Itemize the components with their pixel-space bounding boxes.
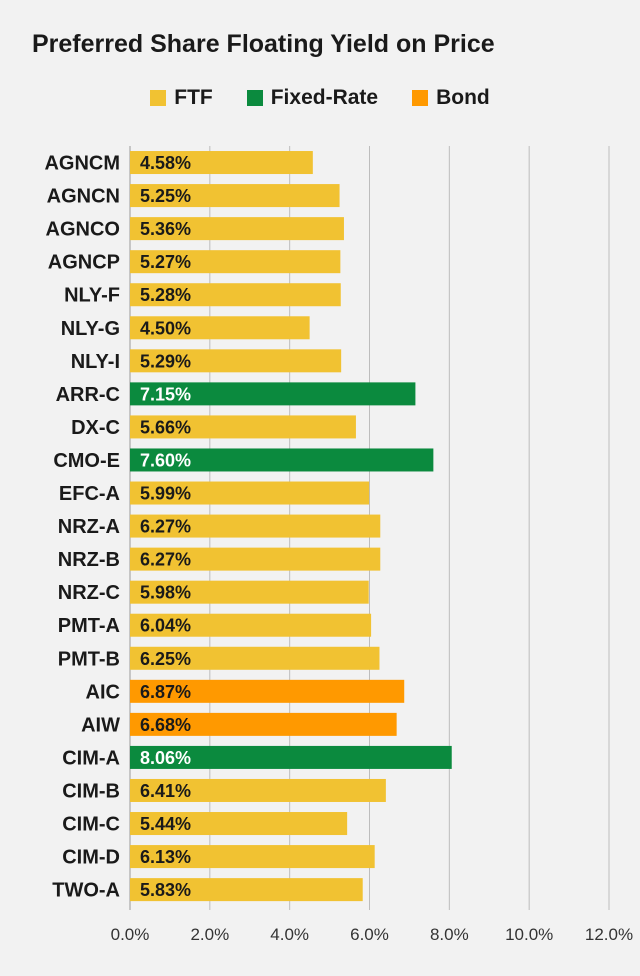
y-tick-label: DX-C (71, 417, 120, 439)
data-label: 5.25% (140, 186, 191, 206)
data-label: 5.98% (140, 583, 191, 603)
x-tick-label: 2.0% (190, 925, 229, 944)
bar-agncm (130, 151, 313, 175)
data-label: 8.06% (140, 748, 191, 768)
y-tick-label: PMT-A (58, 615, 120, 637)
bar-pmt-b (130, 646, 380, 670)
bar-nly-i (130, 349, 342, 373)
data-label: 6.04% (140, 616, 191, 636)
bar-arr-c (130, 382, 416, 406)
y-tick-label: CIM-C (62, 814, 120, 836)
bar-agnco (130, 217, 344, 241)
data-label: 5.28% (140, 285, 191, 305)
y-tick-label: NRZ-B (58, 549, 120, 571)
x-tick-label: 12.0% (585, 925, 633, 944)
y-tick-label: CIM-B (62, 780, 120, 802)
y-tick-label: NLY-F (64, 285, 120, 307)
bar-aic (130, 679, 405, 703)
y-tick-label: AIC (86, 681, 120, 703)
x-tick-label: 10.0% (505, 925, 553, 944)
bar-agncn (130, 184, 340, 208)
bar-pmt-a (130, 613, 372, 637)
bar-cim-c (130, 812, 348, 836)
data-label: 5.29% (140, 351, 191, 371)
bar-efc-a (130, 481, 370, 505)
y-tick-label: PMT-B (58, 648, 120, 670)
bar-nly-f (130, 283, 341, 307)
bar-nrz-a (130, 514, 381, 538)
bar-dx-c (130, 415, 356, 439)
y-tick-label: TWO-A (52, 880, 120, 902)
data-label: 6.13% (140, 847, 191, 867)
y-tick-label: CMO-E (53, 450, 120, 472)
bar-nrz-b (130, 547, 381, 571)
y-tick-label: CIM-D (62, 847, 120, 869)
y-tick-label: NRZ-A (58, 516, 120, 538)
y-tick-label: NRZ-C (58, 582, 120, 604)
bar-cmo-e (130, 448, 434, 472)
data-label: 6.87% (140, 682, 191, 702)
y-tick-label: EFC-A (59, 483, 120, 505)
bar-cim-d (130, 845, 375, 869)
bar-cim-b (130, 778, 386, 802)
bar-nrz-c (130, 580, 369, 604)
legend: FTF Fixed-Rate Bond (0, 86, 640, 110)
data-label: 4.50% (140, 318, 191, 338)
legend-label-bond: Bond (436, 86, 490, 109)
data-label: 5.83% (140, 880, 191, 900)
data-label: 6.41% (140, 781, 191, 801)
data-label: 5.27% (140, 252, 191, 272)
legend-item-ftf: FTF (150, 86, 213, 110)
legend-swatch-fixed-rate (246, 90, 263, 106)
legend-item-bond: Bond (412, 86, 490, 110)
data-label: 5.66% (140, 417, 191, 437)
y-tick-label: AIW (81, 714, 120, 736)
legend-swatch-ftf (150, 90, 167, 106)
legend-item-fixed-rate: Fixed-Rate (246, 86, 379, 110)
bar-two-a (130, 878, 363, 902)
y-tick-label: NLY-G (61, 318, 120, 340)
bar-nly-g (130, 316, 310, 340)
data-label: 5.99% (140, 484, 191, 504)
y-tick-label: AGNCM (44, 153, 120, 175)
legend-swatch-bond (412, 90, 429, 106)
data-label: 7.60% (140, 450, 191, 470)
x-tick-label: 6.0% (350, 925, 389, 944)
bar-aiw (130, 712, 397, 736)
y-tick-label: CIM-A (62, 747, 120, 769)
x-tick-label: 8.0% (430, 925, 469, 944)
data-label: 5.44% (140, 814, 191, 834)
bar-cim-a (130, 745, 452, 769)
y-tick-label: AGNCO (46, 219, 120, 241)
legend-label-fixed-rate: Fixed-Rate (270, 86, 379, 109)
data-label: 6.27% (140, 517, 191, 537)
bar-agncp (130, 250, 341, 274)
legend-label-ftf: FTF (174, 86, 213, 109)
data-label: 6.68% (140, 715, 191, 735)
chart-title: Preferred Share Floating Yield on Price (32, 30, 495, 58)
x-tick-label: 4.0% (270, 925, 309, 944)
data-label: 6.27% (140, 550, 191, 570)
data-label: 5.36% (140, 219, 191, 239)
y-tick-label: NLY-I (71, 351, 120, 373)
data-label: 7.15% (140, 384, 191, 404)
data-label: 4.58% (140, 153, 191, 173)
y-tick-label: AGNCN (47, 186, 120, 208)
x-tick-label: 0.0% (111, 925, 150, 944)
y-tick-label: AGNCP (48, 252, 120, 274)
y-tick-label: ARR-C (56, 384, 120, 406)
data-label: 6.25% (140, 649, 191, 669)
